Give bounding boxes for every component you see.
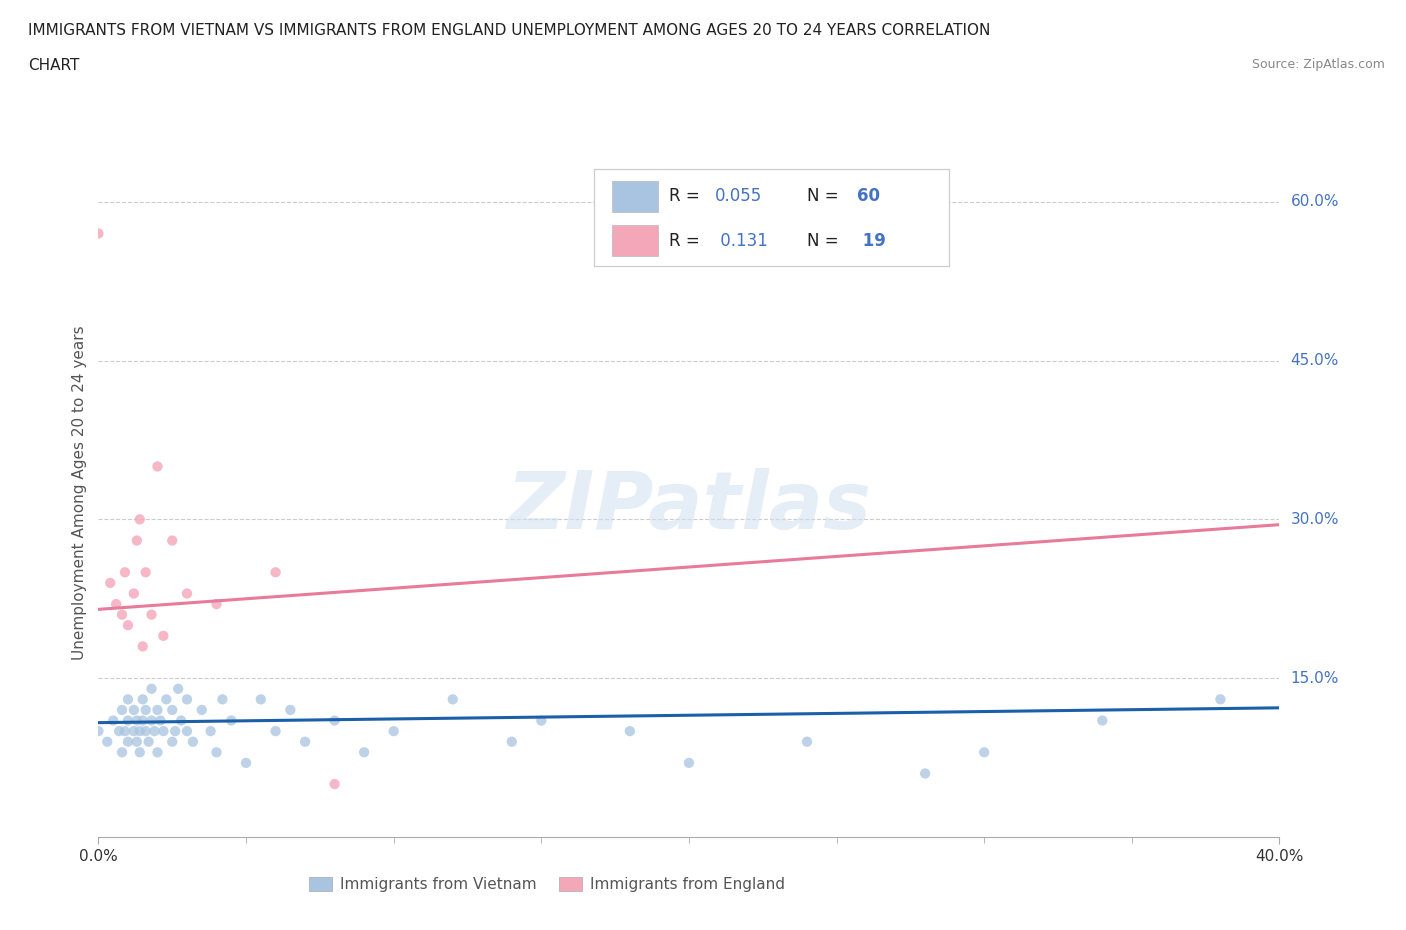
Point: [1209, 692, 1232, 707]
Point: [149, 713, 172, 728]
Point: [1091, 713, 1114, 728]
Point: [135, 565, 157, 579]
Point: [117, 618, 139, 632]
Point: [117, 735, 139, 750]
Point: [103, 713, 125, 728]
Point: [294, 735, 316, 750]
Point: [111, 702, 134, 717]
Text: 60.0%: 60.0%: [1291, 194, 1339, 209]
Point: [211, 692, 233, 707]
Point: [152, 724, 174, 738]
Point: [125, 533, 148, 548]
Point: [117, 692, 139, 707]
Point: [323, 777, 346, 791]
Point: [117, 713, 139, 728]
Point: [122, 586, 145, 601]
Point: [98, 576, 121, 591]
Point: [441, 692, 464, 707]
Point: [162, 702, 183, 717]
Point: [278, 702, 302, 717]
Point: [200, 724, 222, 738]
Point: [138, 735, 160, 750]
Point: [165, 724, 187, 738]
Point: [155, 692, 177, 707]
Point: [530, 713, 553, 728]
Text: Source: ZipAtlas.com: Source: ZipAtlas.com: [1251, 58, 1385, 71]
Point: [235, 755, 257, 770]
Point: [152, 629, 174, 644]
Point: [619, 724, 641, 738]
Point: [264, 565, 287, 579]
Point: [122, 724, 145, 738]
Point: [105, 597, 128, 612]
Point: [176, 724, 198, 738]
Point: [132, 639, 155, 654]
Point: [141, 607, 163, 622]
Text: 15.0%: 15.0%: [1291, 671, 1339, 685]
Legend: Immigrants from Vietnam, Immigrants from England: Immigrants from Vietnam, Immigrants from…: [304, 870, 792, 898]
Point: [128, 512, 150, 526]
Point: [501, 735, 523, 750]
Point: [128, 745, 150, 760]
Point: [128, 724, 150, 738]
Point: [141, 682, 163, 697]
Point: [114, 724, 136, 738]
Point: [122, 702, 145, 717]
Point: [143, 724, 166, 738]
Point: [205, 745, 228, 760]
Point: [162, 533, 183, 548]
Point: [135, 724, 157, 738]
Point: [796, 735, 818, 750]
Point: [125, 735, 148, 750]
Text: CHART: CHART: [28, 58, 80, 73]
Point: [678, 755, 700, 770]
Y-axis label: Unemployment Among Ages 20 to 24 years: Unemployment Among Ages 20 to 24 years: [72, 326, 87, 660]
Point: [132, 713, 155, 728]
Point: [264, 724, 287, 738]
Point: [323, 713, 346, 728]
Point: [162, 735, 183, 750]
Point: [108, 724, 131, 738]
Point: [973, 745, 995, 760]
Text: ZIPatlas: ZIPatlas: [506, 468, 872, 546]
Point: [250, 692, 273, 707]
Point: [914, 766, 936, 781]
Point: [114, 565, 136, 579]
Point: [132, 692, 155, 707]
Point: [96, 735, 118, 750]
Point: [111, 745, 134, 760]
Point: [135, 702, 157, 717]
Point: [181, 735, 204, 750]
Point: [170, 713, 193, 728]
Point: [146, 745, 169, 760]
Point: [353, 745, 375, 760]
Point: [176, 586, 198, 601]
Point: [111, 607, 134, 622]
Point: [87, 724, 110, 738]
Point: [141, 713, 163, 728]
Text: 30.0%: 30.0%: [1291, 512, 1339, 527]
Point: [219, 713, 242, 728]
Point: [87, 226, 110, 241]
Point: [382, 724, 405, 738]
Point: [167, 682, 190, 697]
Point: [146, 702, 169, 717]
Point: [125, 713, 148, 728]
Point: [205, 597, 228, 612]
Point: [146, 459, 169, 474]
Text: IMMIGRANTS FROM VIETNAM VS IMMIGRANTS FROM ENGLAND UNEMPLOYMENT AMONG AGES 20 TO: IMMIGRANTS FROM VIETNAM VS IMMIGRANTS FR…: [28, 23, 990, 38]
Point: [176, 692, 198, 707]
Text: 45.0%: 45.0%: [1291, 353, 1339, 368]
Point: [191, 702, 214, 717]
